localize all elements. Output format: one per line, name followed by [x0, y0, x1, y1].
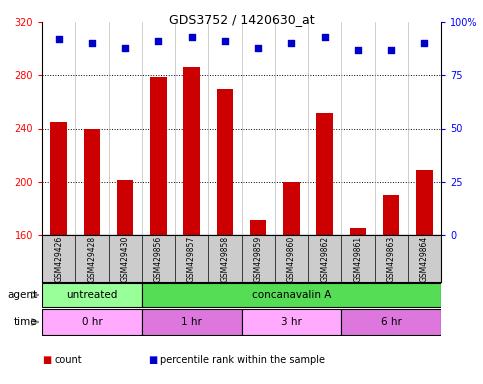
Point	[321, 34, 328, 40]
Text: GSM429428: GSM429428	[87, 235, 97, 281]
Point	[287, 40, 295, 46]
Bar	[42, 283, 142, 308]
Point	[55, 36, 62, 42]
Text: untreated: untreated	[66, 290, 117, 300]
Bar	[216, 89, 233, 235]
Text: GSM429859: GSM429859	[254, 235, 263, 281]
Text: 1 hr: 1 hr	[181, 317, 202, 327]
Bar	[316, 113, 333, 235]
Text: GSM429857: GSM429857	[187, 235, 196, 281]
Text: GSM429426: GSM429426	[54, 235, 63, 281]
Point	[421, 40, 428, 46]
Point	[155, 38, 162, 44]
Text: GSM429862: GSM429862	[320, 235, 329, 281]
Text: percentile rank within the sample: percentile rank within the sample	[160, 355, 326, 365]
Point	[188, 34, 196, 40]
Text: GSM429856: GSM429856	[154, 235, 163, 281]
Bar	[242, 309, 341, 336]
Bar	[416, 170, 433, 235]
Bar	[350, 228, 366, 235]
Bar	[50, 122, 67, 235]
Bar	[250, 220, 267, 235]
Bar	[142, 283, 441, 308]
Point	[387, 46, 395, 53]
Bar	[150, 76, 167, 235]
Bar	[283, 182, 299, 235]
Bar	[184, 67, 200, 235]
Bar	[117, 180, 133, 235]
Text: concanavalin A: concanavalin A	[252, 290, 331, 300]
Point	[121, 45, 129, 51]
Bar	[341, 309, 441, 336]
Text: 6 hr: 6 hr	[381, 317, 401, 327]
Bar	[142, 309, 242, 336]
Text: GSM429430: GSM429430	[121, 235, 129, 282]
Point	[88, 40, 96, 46]
Text: ■: ■	[42, 355, 51, 365]
Text: agent: agent	[7, 290, 37, 300]
Text: 3 hr: 3 hr	[281, 317, 302, 327]
Text: time: time	[14, 317, 37, 327]
Bar	[42, 309, 142, 336]
Bar	[84, 129, 100, 235]
Text: GDS3752 / 1420630_at: GDS3752 / 1420630_at	[169, 13, 314, 26]
Text: GSM429860: GSM429860	[287, 235, 296, 281]
Text: ■: ■	[148, 355, 157, 365]
Text: GSM429863: GSM429863	[386, 235, 396, 281]
Point	[221, 38, 229, 44]
Bar	[383, 195, 399, 235]
Text: 0 hr: 0 hr	[82, 317, 102, 327]
Text: GSM429864: GSM429864	[420, 235, 429, 281]
Text: GSM429858: GSM429858	[220, 235, 229, 281]
Point	[354, 46, 362, 53]
Text: GSM429861: GSM429861	[354, 235, 362, 281]
Point	[254, 45, 262, 51]
Text: count: count	[54, 355, 82, 365]
